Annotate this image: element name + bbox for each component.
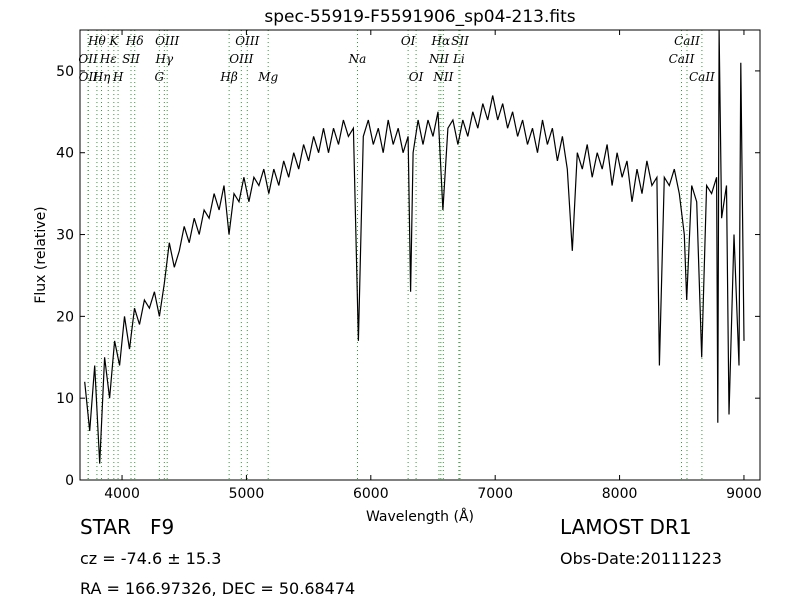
spectral-line-label: OIII <box>235 34 259 48</box>
y-tick-label: 10 <box>56 391 74 407</box>
obs-date: Obs-Date:20111223 <box>560 549 722 568</box>
x-tick-label: 5000 <box>229 486 265 502</box>
spectral-line-label: Hα <box>431 34 451 48</box>
spectral-line-label: CaII <box>669 52 695 66</box>
x-tick-label: 8000 <box>602 486 638 502</box>
chart-title: spec-55919-F5591906_sp04-213.fits <box>264 7 575 27</box>
x-tick-label: 6000 <box>353 486 389 502</box>
x-tick-label: 4000 <box>104 486 140 502</box>
spectral-line-label: Hδ <box>125 34 144 48</box>
coordinates: RA = 166.97326, DEC = 50.68474 <box>80 579 355 598</box>
y-tick-label: 50 <box>56 64 74 80</box>
redshift: cz = -74.6 ± 15.3 <box>80 549 221 568</box>
x-tick-label: 9000 <box>726 486 762 502</box>
spectral-line-label: OIII <box>229 52 253 66</box>
spectral-line-label: Mg <box>257 70 278 84</box>
y-tick-label: 30 <box>56 228 74 244</box>
spectral-line-label: G <box>155 70 165 84</box>
spectral-line-label: H <box>112 70 124 84</box>
spectral-line-label: OI <box>401 34 416 48</box>
spectral-line-label: Hθ <box>87 34 106 48</box>
spectral-line-label: Hε <box>99 52 117 66</box>
x-axis-label: Wavelength (Å) <box>366 508 474 525</box>
y-axis-label: Flux (relative) <box>33 206 49 303</box>
spectral-line-label: SII <box>451 34 469 48</box>
spectral-line-label: Hγ <box>155 52 174 66</box>
spectral-line-label: OII <box>79 70 99 84</box>
spectral-line-label: Li <box>452 52 465 66</box>
spectral-line-label: Hβ <box>219 70 237 84</box>
spectral-line-label: CaII <box>674 34 700 48</box>
spectral-line-label: Na <box>348 52 367 66</box>
spectral-line-label: OIII <box>155 34 179 48</box>
y-tick-label: 0 <box>65 473 74 489</box>
plot-frame <box>79 29 761 481</box>
spectral-line-label: NII <box>428 52 449 66</box>
spectral-line-label: NII <box>432 70 453 84</box>
spectral-line-label: OI <box>409 70 424 84</box>
object-class: STAR F9 <box>80 515 174 539</box>
x-tick-label: 7000 <box>477 486 513 502</box>
spectral-line-label: CaII <box>689 70 715 84</box>
spectral-line-label: SII <box>122 52 140 66</box>
spectrum-line <box>84 29 745 464</box>
survey: LAMOST DR1 <box>560 515 692 539</box>
spectral-line-label: K <box>108 34 119 48</box>
y-tick-label: 40 <box>56 146 74 162</box>
y-tick-label: 20 <box>56 309 74 325</box>
spectral-line-label: Hη <box>92 70 111 84</box>
